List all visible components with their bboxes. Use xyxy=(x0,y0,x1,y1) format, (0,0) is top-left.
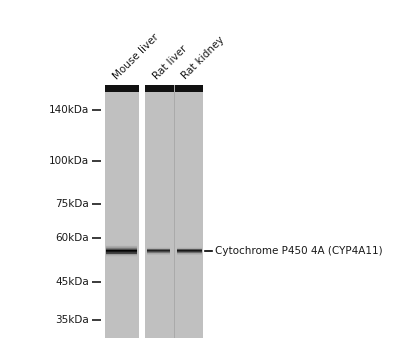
Bar xyxy=(106,250,137,251)
Bar xyxy=(106,254,137,255)
Text: Cytochrome P450 4A (CYP4A11): Cytochrome P450 4A (CYP4A11) xyxy=(215,246,383,256)
Bar xyxy=(106,255,137,256)
Bar xyxy=(145,85,203,338)
Bar xyxy=(106,246,137,247)
Text: 75kDa: 75kDa xyxy=(55,199,89,209)
Bar xyxy=(106,252,137,253)
Bar xyxy=(105,85,139,338)
Bar xyxy=(106,255,137,256)
Bar xyxy=(106,249,137,250)
Text: Mouse liver: Mouse liver xyxy=(111,32,160,81)
Text: 100kDa: 100kDa xyxy=(49,156,89,166)
Text: 60kDa: 60kDa xyxy=(55,233,89,243)
Bar xyxy=(106,248,137,249)
Bar xyxy=(106,256,137,257)
Text: Rat liver: Rat liver xyxy=(151,43,189,81)
Bar xyxy=(106,248,137,249)
Bar xyxy=(174,85,175,338)
Bar xyxy=(106,247,137,248)
Bar xyxy=(106,251,137,252)
Text: 140kDa: 140kDa xyxy=(49,105,89,115)
Bar xyxy=(106,250,137,251)
Text: 35kDa: 35kDa xyxy=(55,315,89,325)
Bar xyxy=(145,85,203,92)
Text: 45kDa: 45kDa xyxy=(55,277,89,287)
Bar xyxy=(106,253,137,254)
Bar xyxy=(106,245,137,246)
Bar xyxy=(105,85,139,92)
Text: Rat kidney: Rat kidney xyxy=(180,35,226,81)
